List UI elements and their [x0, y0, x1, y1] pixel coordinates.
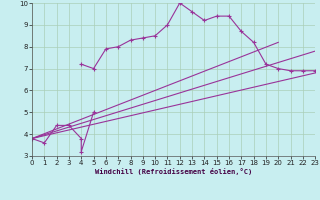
X-axis label: Windchill (Refroidissement éolien,°C): Windchill (Refroidissement éolien,°C): [95, 168, 252, 175]
